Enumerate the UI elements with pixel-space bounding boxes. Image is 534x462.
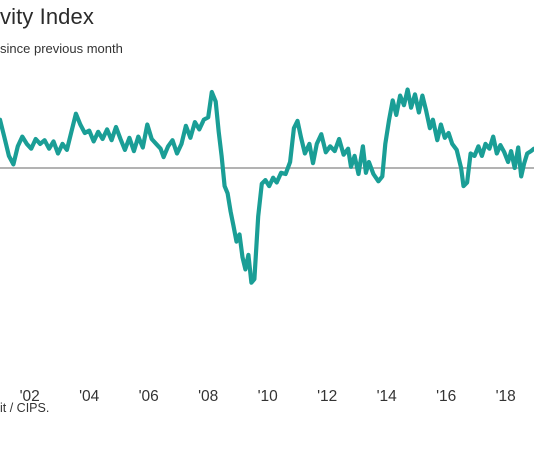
x-tick-label: '06 [139,388,159,405]
x-tick-label: '18 [496,388,516,405]
x-tick-label: '04 [79,388,100,405]
source-note: it / CIPS. [0,401,50,415]
x-tick-label: '08 [198,388,218,405]
x-tick-label: '14 [377,388,398,405]
x-tick-label: '12 [317,388,337,405]
x-tick-label: '02 [20,388,40,405]
x-tick-label: '16 [436,388,456,405]
x-tick-label: '10 [258,388,279,405]
series-line-0 [0,87,534,285]
chart-subtitle: since previous month [0,41,123,56]
chart-title: vity Index [0,4,94,29]
